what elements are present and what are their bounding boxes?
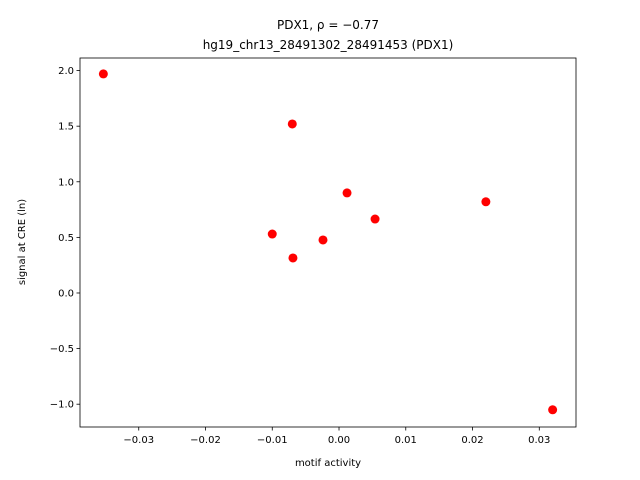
point (342, 188, 352, 198)
chart-title: PDX1, ρ = −0.77 (277, 18, 379, 32)
y-axis-label: signal at CRE (ln) (17, 199, 28, 285)
point (370, 214, 380, 224)
x-tick-label: −0.01 (257, 435, 288, 446)
x-tick-label: 0.01 (395, 435, 417, 446)
x-tick-label: −0.02 (190, 435, 221, 446)
point (481, 197, 491, 207)
y-tick-label: 1.5 (58, 122, 74, 133)
point (288, 253, 298, 263)
x-tick-label: 0.00 (328, 435, 350, 446)
x-tick-label: 0.03 (528, 435, 550, 446)
y-tick-label: −1.0 (50, 400, 74, 411)
y-tick-label: 2.0 (58, 66, 74, 77)
point (318, 235, 328, 245)
y-tick-label: 1.0 (58, 177, 74, 188)
chart-subtitle: hg19_chr13_28491302_28491453 (PDX1) (203, 38, 454, 52)
plot-frame (79, 57, 577, 428)
y-tick-label: 0.0 (58, 288, 74, 299)
x-tick-label: −0.03 (123, 435, 154, 446)
y-tick-label: −0.5 (50, 344, 74, 355)
point (548, 405, 558, 415)
point (98, 69, 108, 79)
y-tick-label: 0.5 (58, 233, 74, 244)
point (267, 229, 277, 239)
point (287, 119, 297, 129)
x-tick-label: 0.02 (461, 435, 483, 446)
x-axis-label: motif activity (295, 458, 361, 469)
